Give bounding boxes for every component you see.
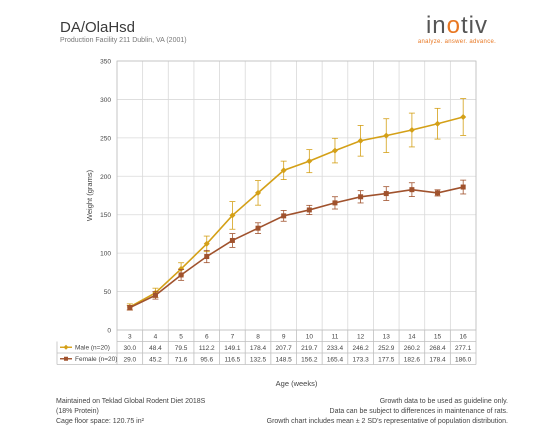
brand-name: inotiv [425, 12, 489, 39]
data-label: 148.5 [276, 356, 293, 363]
chart-title: DA/OlaHsd [60, 19, 136, 36]
x-tick-label: 8 [256, 333, 260, 340]
male-data-point [229, 212, 236, 219]
footer-right: Growth data to be used as guideline only… [267, 397, 508, 427]
y-tick-label: 50 [104, 289, 112, 296]
female-data-point [255, 225, 261, 231]
data-label: 173.3 [352, 356, 369, 363]
data-label: 45.2 [149, 356, 162, 363]
x-tick-label: 10 [306, 333, 314, 340]
female-data-point [409, 187, 415, 193]
data-label: 186.0 [455, 356, 472, 363]
y-tick-label: 350 [100, 59, 111, 66]
footer-left-line: Maintained on Teklad Global Rodent Diet … [56, 398, 206, 405]
x-tick-label: 12 [357, 333, 365, 340]
male-data-point [280, 167, 287, 174]
male-data-point [203, 240, 210, 247]
female-data-point [306, 207, 312, 213]
female-data-point [383, 191, 389, 197]
female-data-point [281, 213, 287, 219]
x-tick-label: 14 [408, 333, 416, 340]
female-data-point [127, 305, 133, 311]
x-tick-label: 16 [460, 333, 468, 340]
footer-left: Maintained on Teklad Global Rodent Diet … [56, 397, 205, 427]
data-label: 277.1 [455, 345, 472, 352]
y-tick-label: 150 [100, 212, 111, 219]
x-tick-label: 7 [231, 333, 235, 340]
data-label: 79.5 [175, 345, 188, 352]
y-tick-label: 300 [100, 97, 111, 104]
brand-tagline: analyze. answer. advance. [417, 39, 497, 45]
x-tick-label: 9 [282, 333, 286, 340]
x-tick-label: 3 [128, 333, 132, 340]
data-label: 71.6 [175, 356, 188, 363]
footer-left-line: (18% Protein) [56, 408, 99, 415]
data-label: 29.0 [123, 356, 136, 363]
data-label: 95.6 [200, 356, 213, 363]
female-data-point [178, 272, 184, 278]
brand-logo: inotiv analyze. answer. advance. [402, 12, 512, 46]
legend-label: Male (n=20) [75, 345, 110, 352]
data-label: 165.4 [327, 356, 344, 363]
x-tick-label: 15 [434, 333, 442, 340]
male-data-point [357, 137, 364, 144]
legend-label: Female (n=20) [75, 356, 117, 363]
data-label: 182.6 [404, 356, 421, 363]
x-tick-label: 11 [332, 333, 339, 340]
footer-left-line: Cage floor space: 120.75 in² [56, 418, 144, 425]
legend-marker [64, 356, 68, 361]
data-label: 260.2 [404, 345, 421, 352]
male-data-point [460, 114, 467, 121]
data-label: 116.5 [224, 356, 240, 363]
y-tick-label: 0 [107, 328, 111, 335]
data-label: 178.4 [250, 345, 267, 352]
chart-subtitle: Production Facility 211 Dublin, VA (2001… [60, 37, 187, 44]
male-data-point [331, 147, 338, 154]
legend-marker [63, 344, 69, 350]
data-label: 112.2 [199, 345, 215, 352]
male-data-point [434, 120, 441, 127]
male-data-point [306, 158, 313, 165]
data-label: 132.5 [250, 356, 267, 363]
data-label: 252.9 [378, 345, 395, 352]
x-axis-label: Age (weeks) [276, 379, 318, 388]
data-label: 177.5 [378, 356, 395, 363]
male-data-point [408, 127, 415, 134]
female-data-point [358, 194, 364, 200]
data-label: 178.4 [429, 356, 446, 363]
female-data-point [204, 254, 210, 260]
y-axis-label: Weight (grams) [85, 169, 94, 221]
female-data-point [435, 190, 441, 196]
data-label: 156.2 [301, 356, 318, 363]
female-data-point [152, 292, 158, 298]
x-tick-label: 13 [383, 333, 391, 340]
footer-right-line: Growth chart includes mean ± 2 SD's repr… [266, 418, 508, 425]
data-label: 149.1 [224, 345, 241, 352]
data-label: 268.4 [429, 345, 446, 352]
y-tick-label: 200 [100, 174, 111, 181]
footer-right-line: Growth data to be used as guideline only… [379, 398, 508, 405]
female-data-point [229, 237, 235, 243]
data-label: 233.4 [327, 345, 344, 352]
data-label: 219.7 [301, 345, 318, 352]
footer-right-line: Data can be subject to differences in ma… [329, 408, 508, 415]
y-tick-label: 100 [100, 251, 111, 258]
male-series-line [129, 116, 464, 308]
female-data-point [332, 200, 338, 206]
data-label: 246.2 [352, 345, 369, 352]
x-tick-label: 4 [154, 333, 158, 340]
x-tick-label: 5 [179, 333, 183, 340]
female-series-line [129, 186, 464, 309]
male-data-point [255, 189, 262, 196]
y-tick-label: 250 [100, 135, 111, 142]
data-label: 48.4 [149, 345, 162, 352]
x-tick-label: 6 [205, 333, 209, 340]
male-data-point [383, 132, 390, 139]
data-label: 207.7 [276, 345, 293, 352]
data-label: 30.0 [123, 345, 136, 352]
female-data-point [460, 184, 466, 190]
male-data-point [178, 265, 185, 272]
